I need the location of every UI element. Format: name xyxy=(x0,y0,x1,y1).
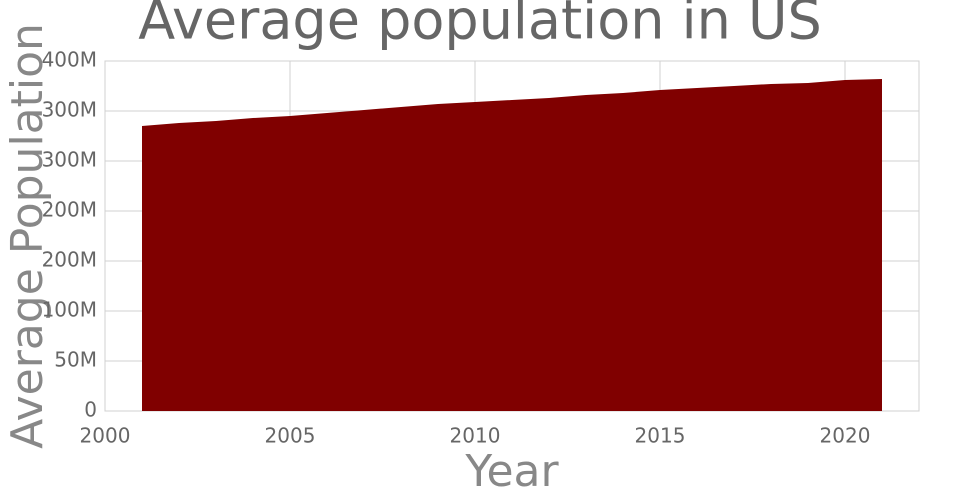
area xyxy=(142,79,882,411)
x-tick-label: 2000 xyxy=(80,424,131,448)
x-tick-label: 2005 xyxy=(265,424,316,448)
y-axis-title: Average Population xyxy=(2,23,53,449)
x-axis-title: Year xyxy=(464,446,559,497)
x-tick-label: 2020 xyxy=(820,424,871,448)
x-tick-label: 2010 xyxy=(450,424,501,448)
y-tick-label: 400M xyxy=(42,48,97,72)
y-tick-label: 50M xyxy=(54,348,97,372)
y-tick-label: 200M xyxy=(42,248,97,272)
y-tick-label: 300M xyxy=(42,98,97,122)
y-tick-label: 0 xyxy=(84,398,97,422)
x-tick-label: 2015 xyxy=(635,424,686,448)
y-tick-label: 300M xyxy=(42,148,97,172)
y-tick-label: 200M xyxy=(42,198,97,222)
y-tick-label: 100M xyxy=(42,298,97,322)
chart-title: Average population in US xyxy=(138,0,822,52)
